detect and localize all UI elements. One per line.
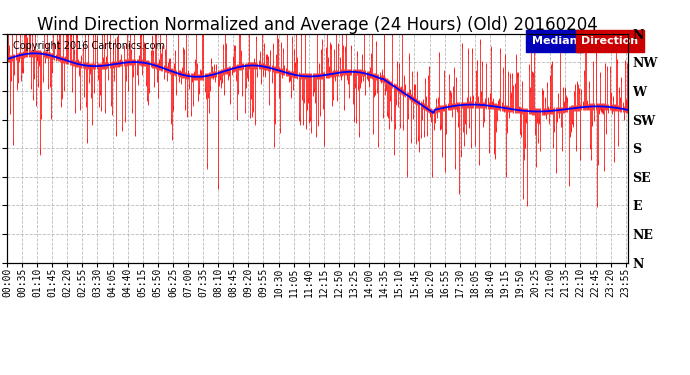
Text: Copyright 2016 Cartronics.com: Copyright 2016 Cartronics.com [13, 40, 165, 51]
Text: Median: Median [531, 36, 577, 46]
Text: Direction: Direction [581, 36, 638, 46]
Title: Wind Direction Normalized and Average (24 Hours) (Old) 20160204: Wind Direction Normalized and Average (2… [37, 16, 598, 34]
